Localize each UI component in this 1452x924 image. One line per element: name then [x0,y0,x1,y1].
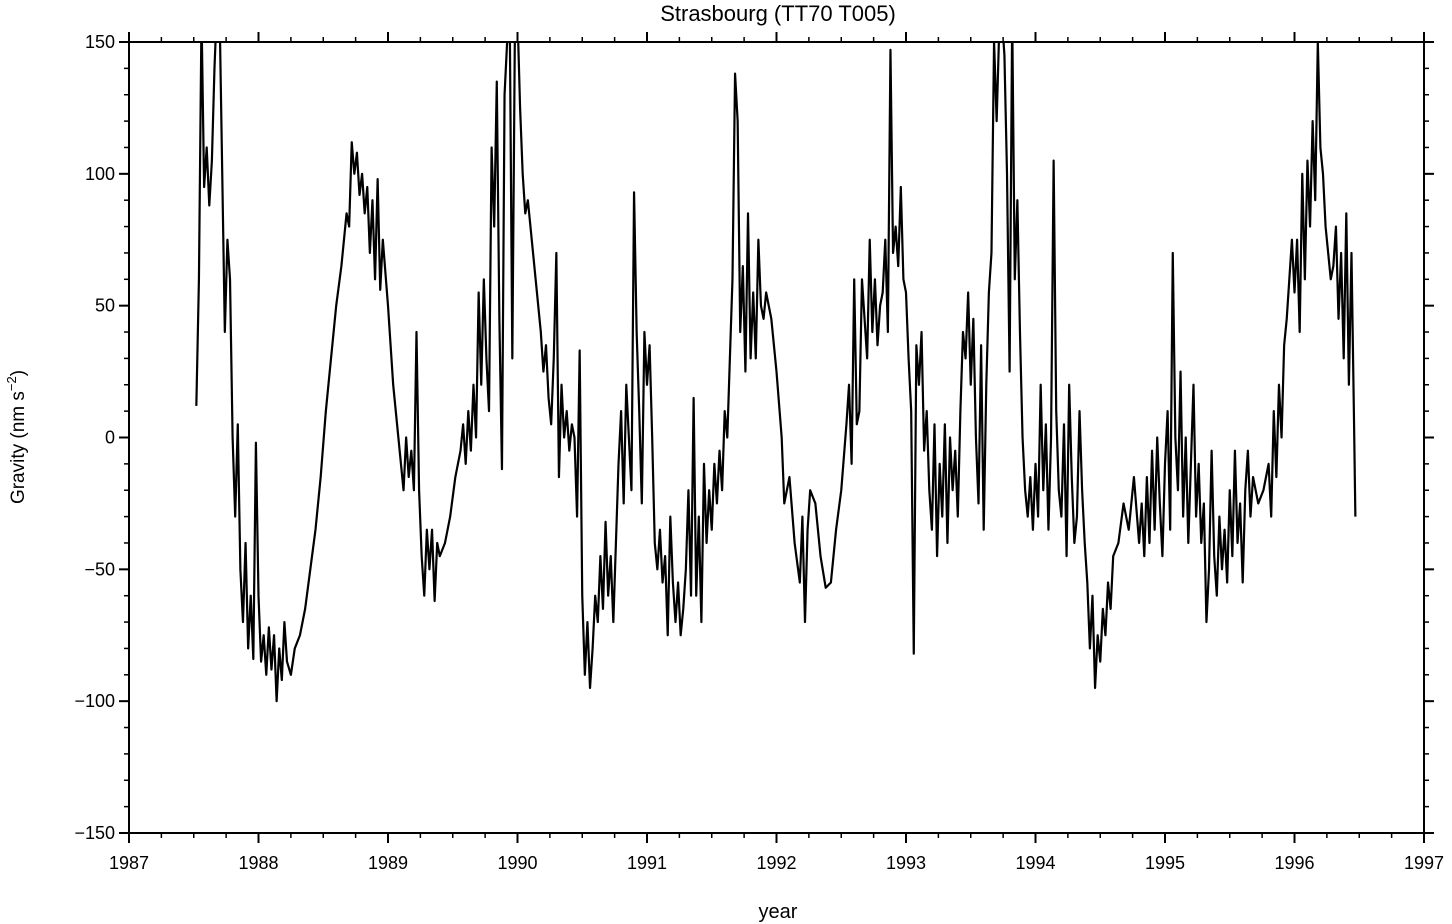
x-tick-label: 1996 [1274,853,1314,873]
data-line [195,42,1357,703]
y-axis-label-suffix: ) [8,370,29,376]
x-axis-label: year [759,901,798,923]
x-tick-label: 1993 [886,853,926,873]
y-tick-label: 50 [95,296,115,316]
x-tick-label: 1997 [1404,853,1444,873]
x-tick-label: 1992 [756,853,796,873]
y-tick-label: 150 [85,32,115,52]
chart-title: Strasbourg (TT70 T005) [660,1,896,26]
y-axis-label-superscript: −2 [4,376,19,391]
y-tick-label: −50 [84,559,115,579]
x-tick-label: 1988 [238,853,278,873]
x-tick-label: 1991 [627,853,667,873]
axes: 1987 1988 1989 1990 1991 1992 1993 1994 1995 1996… [74,32,1444,873]
y-axis-label-text: Gravity (nm s [8,391,29,504]
y-axis-label: Gravity (nm s−2) [4,370,29,504]
x-tick-label: 1990 [497,853,537,873]
plot-frame [128,41,1425,834]
x-tick-label: 1987 [109,853,149,873]
plot-area [195,42,1357,703]
x-tick-label: 1995 [1145,853,1185,873]
x-tick-label: 1994 [1015,853,1055,873]
y-tick-label: 0 [105,428,115,448]
y-tick-label: −150 [74,823,115,843]
x-tick-label: 1989 [368,853,408,873]
y-tick-label: −100 [74,691,115,711]
y-tick-label: 100 [85,164,115,184]
